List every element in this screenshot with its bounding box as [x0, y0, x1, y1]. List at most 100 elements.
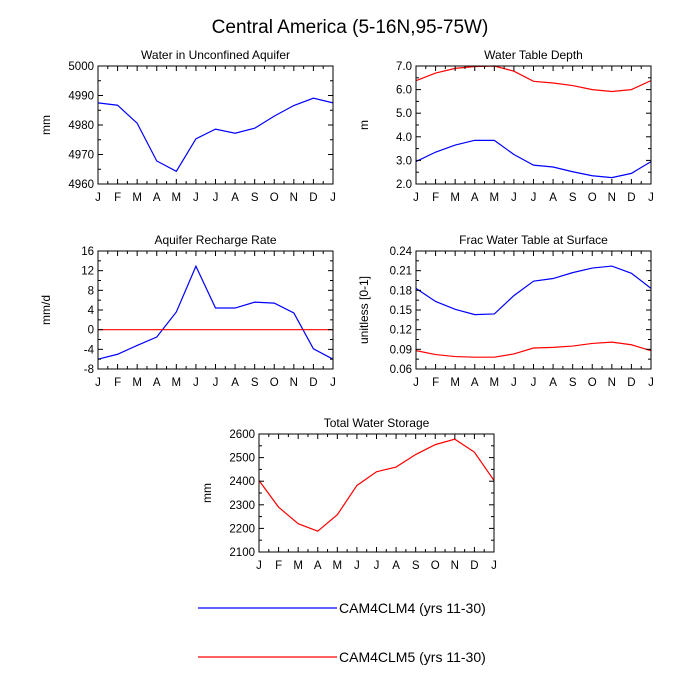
x-tick-label: S [412, 560, 420, 572]
y-tick-label: 0.24 [390, 246, 413, 258]
x-tick-label: A [392, 560, 400, 572]
y-tick-label: 7.0 [396, 61, 412, 73]
series-line-clm4 [97, 97, 334, 173]
x-tick-label: J [531, 377, 537, 389]
x-tick-label: J [374, 560, 380, 572]
x-tick-label: J [330, 377, 336, 389]
y-tick-label: 2.0 [396, 179, 412, 191]
x-tick-label: M [450, 192, 460, 204]
legend: CAM4CLM4 (yrs 11-30) CAM4CLM5 (yrs 11-30) [198, 600, 486, 665]
y-tick-label: 8 [88, 285, 94, 297]
x-tick-label: J [531, 192, 537, 204]
x-tick-label: N [290, 192, 298, 204]
x-tick-label: M [172, 377, 182, 389]
plot-frame [97, 65, 334, 185]
y-tick-label: 2600 [229, 429, 255, 441]
x-tick-label: J [354, 560, 360, 572]
x-tick-label: M [490, 377, 500, 389]
y-tick-label: 12 [81, 266, 94, 278]
y-tick-label: 0.21 [390, 266, 412, 278]
y-tick-label: 0.15 [390, 305, 412, 317]
y-tick-label: 16 [81, 246, 94, 258]
chart-title: Water in Unconfined Aquifer [141, 48, 290, 62]
y-tick-label: 0.18 [390, 285, 412, 297]
x-tick-label: J [213, 192, 219, 204]
chart-title: Total Water Storage [324, 416, 430, 430]
x-tick-label: O [588, 192, 597, 204]
x-tick-label: A [549, 192, 557, 204]
x-tick-label: S [569, 377, 577, 389]
y-tick-label: 4990 [68, 91, 94, 103]
x-tick-label: J [213, 377, 219, 389]
legend-label: CAM4CLM4 (yrs 11-30) [339, 600, 486, 616]
x-tick-label: A [153, 377, 161, 389]
x-tick-label: S [251, 192, 259, 204]
y-tick-label: 0.09 [390, 344, 412, 356]
x-tick-label: J [256, 560, 262, 572]
y-tick-label: 4 [88, 305, 95, 317]
y-tick-label: -8 [84, 364, 94, 376]
x-tick-label: J [193, 377, 199, 389]
plot-frame [258, 433, 495, 553]
y-axis-label: mm/d [39, 295, 53, 325]
x-tick-label: A [549, 377, 557, 389]
x-tick-label: S [251, 377, 259, 389]
x-tick-label: D [627, 377, 635, 389]
x-tick-label: M [333, 560, 343, 572]
y-tick-label: -4 [84, 344, 95, 356]
x-tick-label: N [608, 377, 616, 389]
x-tick-label: D [470, 560, 478, 572]
figure-title: Central America (5-16N,95-75W) [212, 17, 489, 38]
x-tick-label: O [270, 377, 279, 389]
y-tick-label: 0.12 [390, 325, 412, 337]
x-tick-label: F [432, 377, 439, 389]
x-tick-label: J [511, 377, 517, 389]
series-line-clm5 [415, 341, 652, 358]
x-tick-label: J [193, 192, 199, 204]
x-tick-label: A [471, 192, 479, 204]
x-tick-label: J [648, 377, 654, 389]
x-tick-label: O [270, 192, 279, 204]
y-tick-label: 2300 [229, 500, 255, 512]
x-tick-label: A [231, 192, 239, 204]
legend-label: CAM4CLM5 (yrs 11-30) [339, 649, 486, 665]
plot-frame [415, 65, 652, 185]
x-tick-label: D [627, 192, 635, 204]
x-tick-label: M [490, 192, 500, 204]
y-tick-label: 4.0 [396, 132, 412, 144]
x-tick-label: J [491, 560, 497, 572]
x-tick-label: A [471, 377, 479, 389]
y-axis-label: mm [39, 115, 53, 135]
x-tick-label: F [275, 560, 282, 572]
y-tick-label: 0 [88, 325, 94, 337]
legend-item-clm5: CAM4CLM5 (yrs 11-30) [198, 649, 486, 665]
y-tick-label: 5000 [68, 61, 94, 73]
x-tick-label: D [309, 377, 317, 389]
x-tick-label: F [114, 192, 121, 204]
x-tick-label: J [95, 192, 101, 204]
y-tick-label: 4970 [68, 150, 94, 162]
y-axis-label: m [357, 120, 371, 130]
plot-frame [97, 250, 334, 370]
x-tick-label: A [314, 560, 322, 572]
y-axis-label: mm [200, 483, 214, 503]
x-tick-label: N [608, 192, 616, 204]
x-tick-label: D [309, 192, 317, 204]
x-tick-label: S [569, 192, 577, 204]
y-tick-label: 2100 [229, 547, 255, 559]
y-tick-label: 2200 [229, 523, 255, 535]
x-tick-label: A [153, 192, 161, 204]
x-tick-label: J [413, 192, 419, 204]
x-tick-label: N [451, 560, 459, 572]
x-tick-label: J [330, 192, 336, 204]
y-tick-label: 6.0 [396, 85, 412, 97]
x-tick-label: J [95, 377, 101, 389]
y-axis-label: unitless [0-1] [357, 276, 371, 344]
y-tick-label: 4960 [68, 179, 94, 191]
x-tick-label: J [648, 192, 654, 204]
